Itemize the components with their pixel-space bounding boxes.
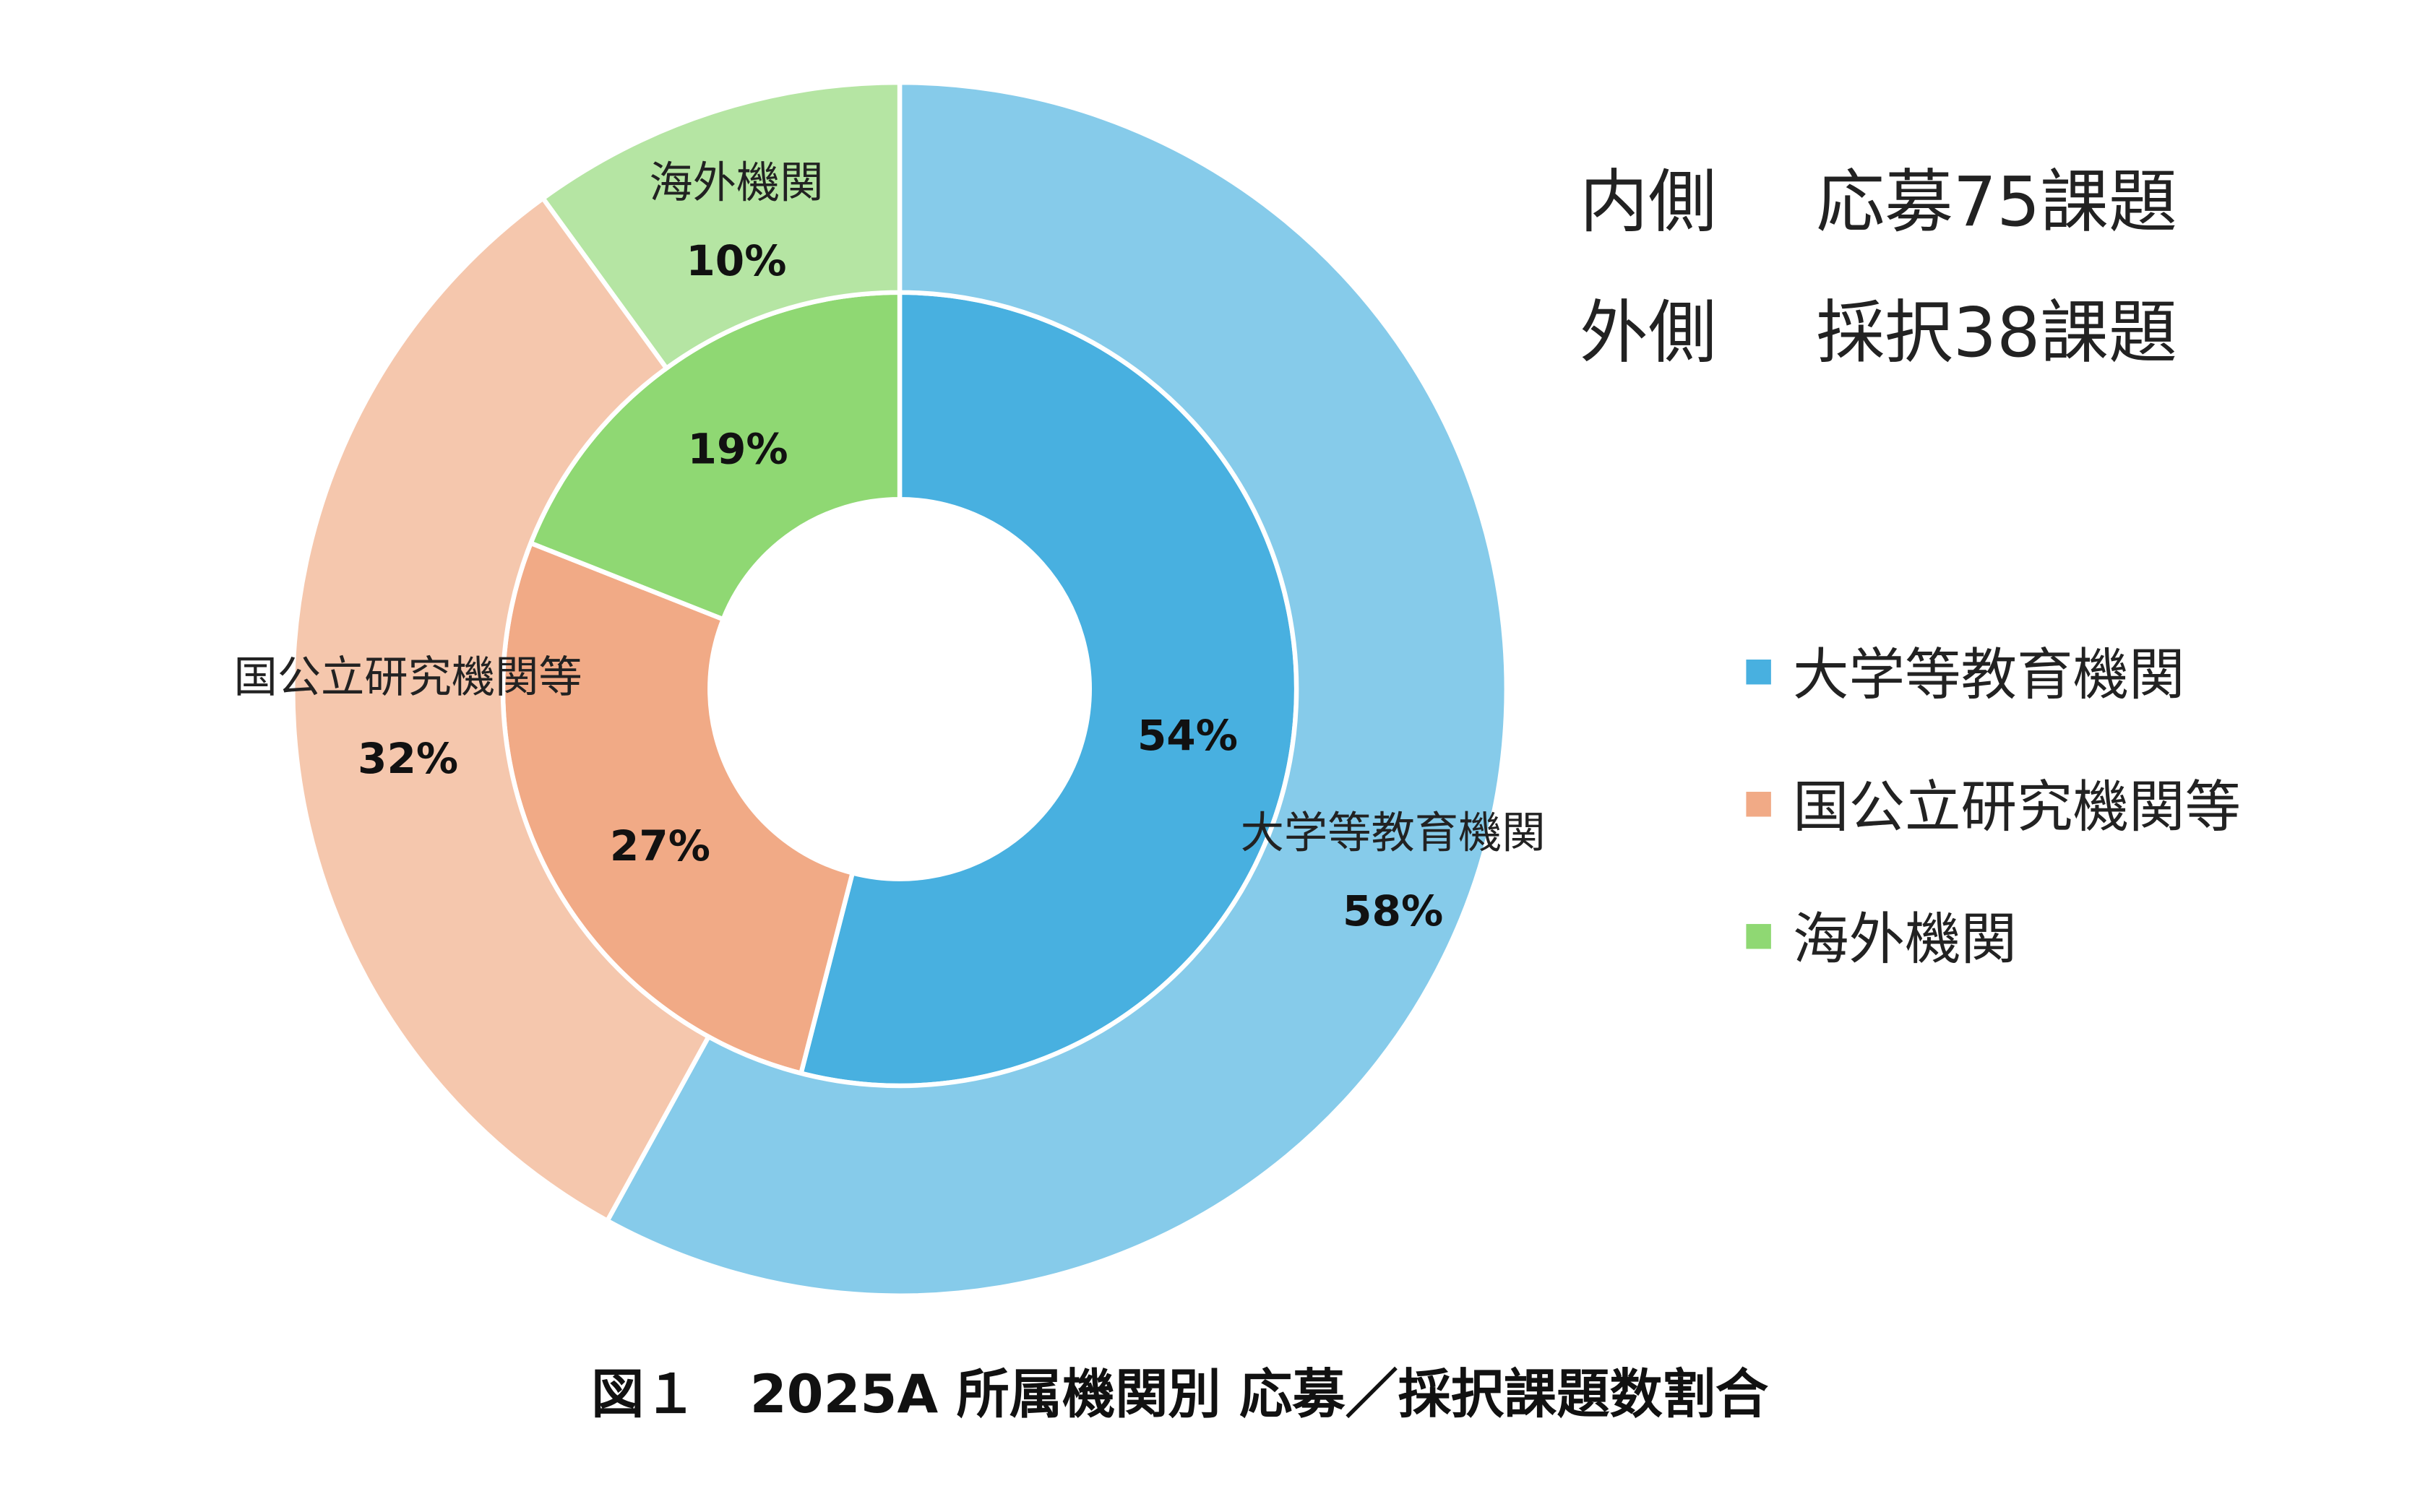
legend-swatch [1746, 924, 1771, 949]
note-inner-text: 応募75課題 [1816, 163, 2177, 242]
legend-swatch [1746, 792, 1771, 817]
outer-slice-1 [290, 194, 712, 1224]
outer-category-label: 国公立研究機関等 [233, 652, 582, 703]
legend-label: 国公立研究機関等 [1793, 774, 2241, 839]
outer-data-label: 58% [1343, 886, 1443, 936]
outer-data-label: 10% [686, 236, 786, 285]
inner-data-label: 19% [688, 425, 788, 474]
chart-title: 図１ 2025A 所属機関別 応募／採択課題数割合 [591, 1364, 1769, 1425]
note-inner-ring: 内側 [1580, 163, 1716, 242]
inner-data-label: 54% [1137, 711, 1238, 760]
note-outer-ring: 外側 [1580, 293, 1716, 373]
note-outer-text: 採択38課題 [1816, 293, 2177, 373]
outer-ring [290, 79, 1510, 1298]
outer-slice-2 [539, 79, 903, 372]
legend-swatch [1746, 659, 1771, 685]
inner-ring [500, 290, 1299, 1089]
legend: 大学等教育機関 国公立研究機関等 海外機関 [1746, 642, 2241, 972]
legend-label: 海外機関 [1793, 907, 2017, 972]
outer-category-label: 大学等教育機関 [1241, 808, 1546, 859]
legend-label: 大学等教育機関 [1793, 642, 2185, 707]
outer-slice-0 [604, 79, 1510, 1298]
data-labels: 54% 27% 19% 大学等教育機関 58% 国公立研究機関等 32% 海外機関 10% [233, 157, 1545, 936]
outer-category-label: 海外機関 [649, 157, 823, 208]
outer-data-label: 32% [358, 734, 458, 783]
inner-data-label: 27% [610, 821, 710, 871]
